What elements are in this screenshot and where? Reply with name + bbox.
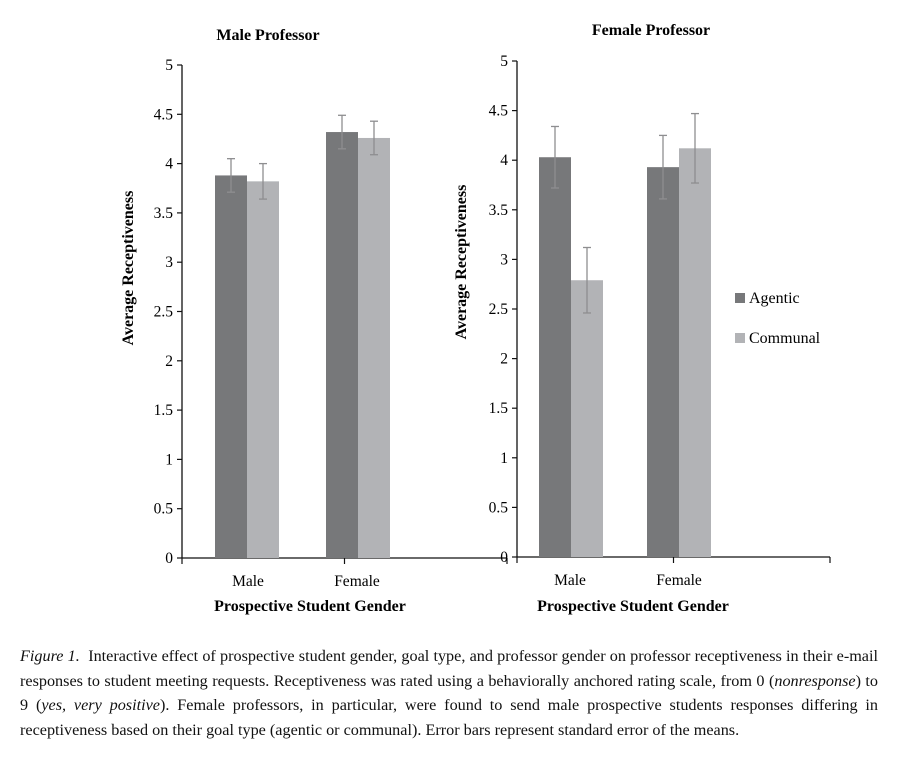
y-tick-label: 1.5 (154, 402, 174, 419)
bar-communal-male (571, 280, 603, 557)
bar-agentic-female (326, 132, 358, 558)
y-tick-label: 0 (165, 550, 173, 567)
y-tick-label: 1 (500, 450, 508, 467)
y-tick-label: 3 (500, 251, 508, 268)
bar-communal-female (358, 137, 390, 559)
y-tick-label: 2.5 (489, 301, 509, 318)
y-tick-label: 5 (165, 57, 173, 74)
chart-title: Female Professor (592, 22, 710, 39)
figure-caption: Figure 1. Interactive effect of prospect… (20, 644, 878, 742)
x-tick-label: Female (334, 573, 380, 590)
y-tick-label: 2 (500, 351, 508, 368)
legend-swatch-agentic (735, 293, 745, 303)
x-tick-label: Female (656, 572, 702, 589)
y-tick-label: 4 (165, 156, 173, 173)
x-axis-label: Prospective Student Gender (537, 598, 729, 615)
bar-communal-male (247, 181, 279, 558)
legend-label-agentic: Agentic (749, 290, 800, 307)
bar-communal-female (679, 148, 711, 557)
y-tick-label: 0.5 (154, 501, 174, 518)
y-axis-label: Average Receptiveness (120, 191, 137, 346)
legend-label-communal: Communal (749, 330, 821, 347)
y-tick-label: 1 (165, 451, 173, 468)
y-tick-label: 1.5 (489, 400, 509, 417)
y-tick-label: 2 (165, 353, 173, 370)
y-tick-label: 3 (165, 254, 173, 271)
bar-agentic-male (215, 175, 247, 558)
x-tick-label: Male (232, 573, 264, 590)
y-tick-label: 0.5 (489, 499, 509, 516)
caption-text-1: Interactive effect of prospective studen… (20, 647, 878, 690)
y-axis-label: Average Receptiveness (453, 185, 470, 340)
y-tick-label: 4.5 (489, 103, 509, 120)
bar-agentic-female (647, 167, 679, 558)
caption-text-3: ). Female professors, in particular, wer… (20, 696, 879, 739)
chart-title: Male Professor (216, 27, 319, 44)
x-tick-label: Male (554, 572, 586, 589)
y-tick-label: 2.5 (154, 304, 174, 321)
y-tick-label: 5 (500, 53, 508, 70)
bar-agentic-male (539, 157, 571, 557)
y-tick-label: 3.5 (154, 205, 174, 222)
y-tick-label: 4 (500, 152, 508, 169)
y-tick-label: 3.5 (489, 202, 509, 219)
caption-text-2: ) to 9 ( (20, 671, 879, 715)
legend-swatch-communal (735, 333, 745, 343)
caption-italic-2: yes, very positive (41, 696, 160, 714)
y-tick-label: 4.5 (154, 106, 174, 123)
caption-label: Figure 1. (20, 647, 80, 665)
y-tick-label: 0 (500, 549, 508, 566)
x-axis-label: Prospective Student Gender (214, 598, 406, 615)
figure-charts: Male Professor Average Receptiveness 0 0.5 1… (120, 22, 831, 615)
caption-italic-1: nonresponse (774, 671, 856, 690)
